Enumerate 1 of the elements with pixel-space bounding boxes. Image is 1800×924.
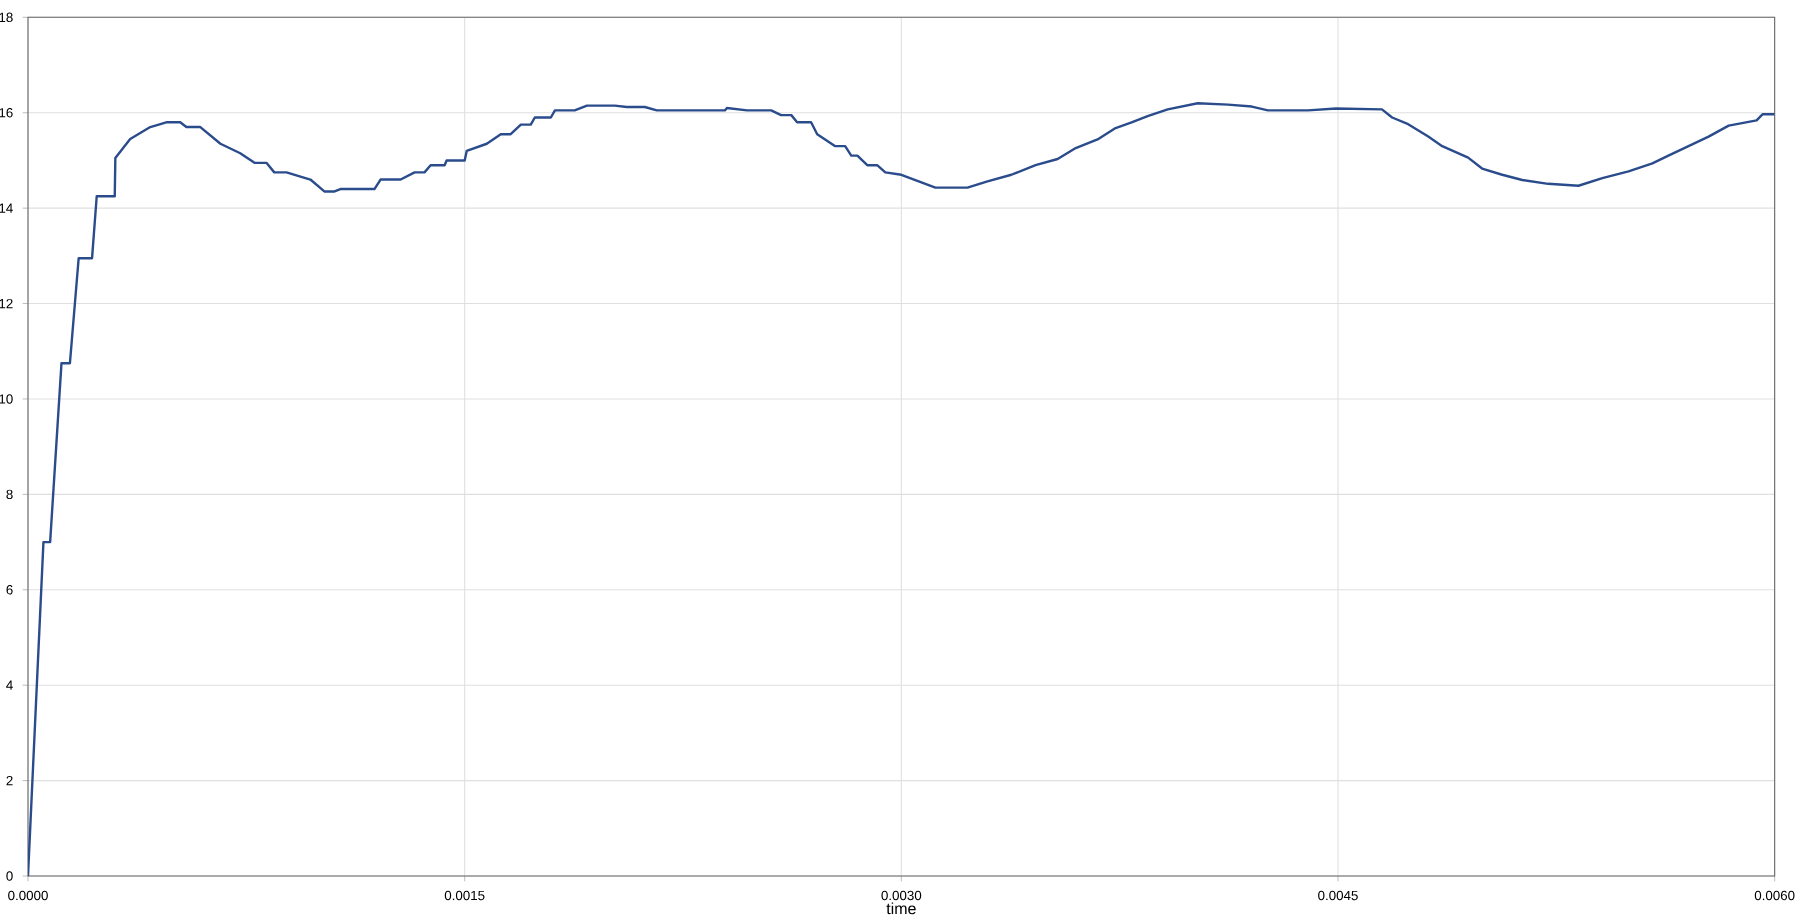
x-axis-title: time — [886, 902, 916, 915]
